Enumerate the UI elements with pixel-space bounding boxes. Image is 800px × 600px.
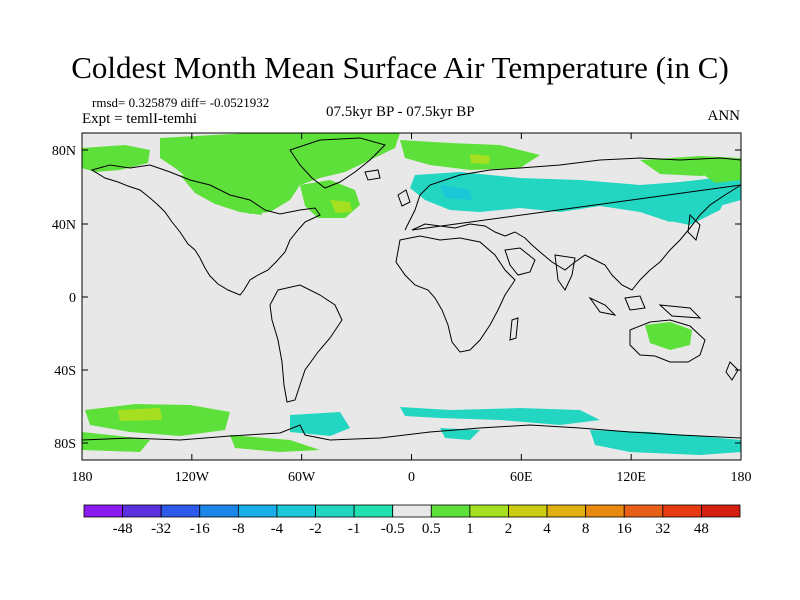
coastline-japan bbox=[687, 213, 701, 241]
coastline-arabia bbox=[504, 247, 536, 276]
coastline-africa bbox=[395, 235, 516, 353]
colorbar-label: 2 bbox=[505, 521, 513, 537]
anomaly-patch-south-pacific-core bbox=[118, 408, 162, 421]
colorbar-box bbox=[662, 504, 702, 518]
coastline-iceland bbox=[364, 169, 381, 181]
stats-text: rmsd= 0.325879 diff= -0.0521932 bbox=[92, 95, 270, 110]
colorbar-box bbox=[508, 504, 548, 518]
latitude-ticks bbox=[82, 149, 741, 444]
coastline-eurasia bbox=[404, 157, 742, 291]
season-label: ANN bbox=[707, 108, 741, 124]
colorbar-label: -1 bbox=[348, 521, 361, 537]
lat-label: 0 bbox=[69, 291, 76, 306]
colorbar-box bbox=[83, 504, 123, 518]
coastline-new-guinea bbox=[658, 304, 702, 319]
coastline-antarctica bbox=[81, 424, 742, 441]
colorbar-box bbox=[585, 504, 625, 518]
colorbar-box bbox=[701, 504, 741, 518]
colorbar-box bbox=[122, 504, 162, 518]
colorbar-box bbox=[546, 504, 587, 518]
anomaly-patches bbox=[82, 133, 741, 455]
anomaly-patch-siberia-small bbox=[700, 168, 741, 183]
anomaly-patch-labrador-core bbox=[330, 200, 352, 213]
chart-title: Coldest Month Mean Surface Air Temperatu… bbox=[71, 50, 729, 85]
latitude-labels: 80N 40N 0 40S 80S bbox=[52, 144, 76, 452]
colorbar-box bbox=[315, 504, 355, 518]
colorbar-box bbox=[160, 504, 201, 518]
colorbar-label: 32 bbox=[655, 521, 670, 537]
colorbar-label: 1 bbox=[466, 521, 474, 537]
colorbar-box bbox=[392, 504, 432, 518]
longitude-labels: 180 120W 60W 0 60E 120E 180 bbox=[72, 470, 752, 485]
lat-label: 80N bbox=[52, 144, 76, 159]
anomaly-patch-australia bbox=[645, 322, 692, 350]
lon-label: 180 bbox=[731, 470, 752, 485]
colorbar-box bbox=[276, 504, 316, 518]
colorbar-label: -0.5 bbox=[381, 521, 405, 537]
colorbar-label: 4 bbox=[543, 521, 551, 537]
lon-label: 0 bbox=[408, 470, 415, 485]
lat-label: 40N bbox=[52, 218, 76, 233]
experiment-label: Expt = temlI-temhi bbox=[82, 111, 198, 127]
lat-label: 80S bbox=[54, 437, 76, 452]
colorbar-label: -32 bbox=[151, 521, 171, 537]
anomaly-patch-eurasia bbox=[410, 172, 741, 222]
anomaly-patch-antarctic-peninsula bbox=[230, 435, 320, 452]
anomaly-patch-ross-sea bbox=[82, 432, 150, 452]
lon-label: 120W bbox=[175, 470, 210, 485]
longitude-ticks bbox=[81, 133, 742, 460]
anomaly-patch-weddell bbox=[290, 412, 350, 436]
coastline-australia bbox=[629, 319, 706, 363]
colorbar-label: 16 bbox=[617, 521, 633, 537]
anomaly-patch-east-antarctica bbox=[590, 430, 741, 455]
coastline-new-zealand bbox=[725, 361, 739, 381]
anomaly-patch-south-atlantic bbox=[400, 407, 600, 425]
colorbar-box bbox=[469, 504, 509, 518]
coastline-north-america bbox=[90, 164, 321, 296]
coastline-british-isles bbox=[397, 189, 411, 207]
colorbar-label: -8 bbox=[232, 521, 245, 537]
colorbar-box bbox=[199, 504, 239, 518]
coastline-south-america bbox=[269, 284, 343, 403]
anomaly-patch-east-asia bbox=[660, 180, 730, 225]
coastlines bbox=[81, 137, 742, 441]
colorbar-box bbox=[430, 504, 471, 518]
period-label: 07.5kyr BP - 07.5kyr BP bbox=[326, 104, 475, 120]
colorbar-box bbox=[353, 504, 394, 518]
colorbar-box bbox=[623, 504, 664, 518]
lat-label: 40S bbox=[54, 364, 76, 379]
anomaly-patch-canada bbox=[180, 175, 262, 215]
colorbar-label: -48 bbox=[113, 521, 133, 537]
lon-label: 60E bbox=[510, 470, 533, 485]
colorbar-box bbox=[237, 504, 278, 518]
coastline-greenland bbox=[289, 137, 386, 189]
coastline-sumatra bbox=[588, 296, 617, 316]
colorbar bbox=[83, 504, 741, 518]
anomaly-patch-barents bbox=[400, 140, 540, 170]
anomaly-patch-barents-core bbox=[470, 154, 490, 164]
colorbar-label: -2 bbox=[309, 521, 322, 537]
lon-label: 60W bbox=[288, 470, 316, 485]
colorbar-label: 48 bbox=[694, 521, 709, 537]
anomaly-patch-eurasia-core bbox=[440, 185, 472, 200]
coastline-madagascar bbox=[509, 317, 519, 341]
colorbar-label: 0.5 bbox=[422, 521, 441, 537]
colorbar-label: -16 bbox=[190, 521, 210, 537]
coastline-india bbox=[554, 254, 576, 291]
colorbar-label: -4 bbox=[271, 521, 284, 537]
colorbar-label: 8 bbox=[582, 521, 590, 537]
anomaly-patch-alaska bbox=[82, 145, 150, 172]
anomaly-patch-south-indian bbox=[440, 428, 480, 440]
lon-label: 120E bbox=[616, 470, 646, 485]
colorbar-labels: -48 -32 -16 -8 -4 -2 -1 -0.5 0.5 1 2 4 8 16 32 48 bbox=[113, 521, 709, 537]
lon-label: 180 bbox=[72, 470, 93, 485]
coastline-borneo bbox=[624, 295, 646, 311]
